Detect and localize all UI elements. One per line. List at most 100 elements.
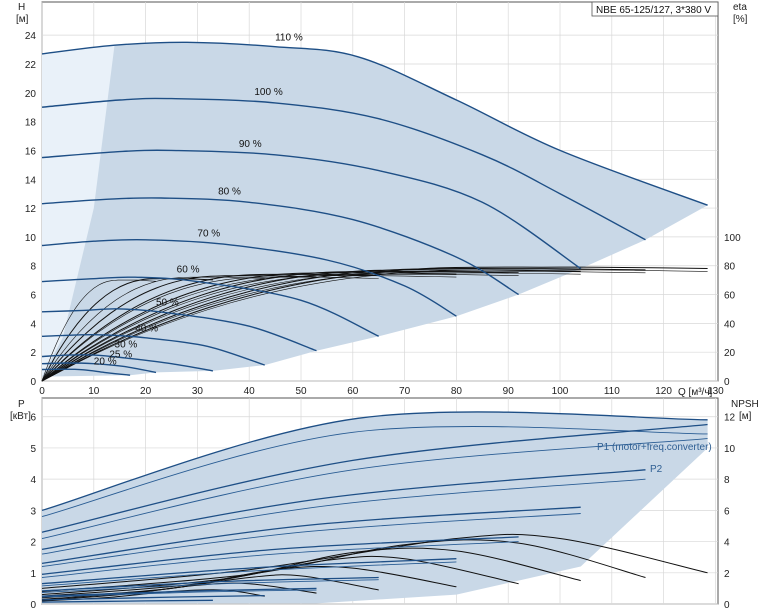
bottom-y-right-tick-label: 8 (724, 475, 730, 486)
p1-curve (41, 599, 213, 603)
y-left-tick-label: 2 (30, 348, 36, 359)
y-right-tick-label: 40 (724, 319, 736, 330)
efficiency-curves (41, 266, 708, 382)
head-curve-label: 30 % (115, 339, 138, 350)
y-right-tick-label: 100 (724, 233, 741, 244)
head-curve-label: 70 % (197, 228, 220, 239)
head-curve (41, 308, 317, 352)
y-left-tick-label: 20 (25, 89, 37, 100)
p1-curve (41, 506, 581, 565)
y-right-tick-label: 20 (724, 348, 736, 359)
head-curves (41, 41, 708, 376)
p1-curves (41, 411, 708, 603)
y-left-tick-label: 18 (25, 118, 37, 129)
bottom-y-left-tick-label: 4 (30, 475, 36, 486)
x-axis-label: Q [м³/ч] (678, 387, 713, 398)
y-left-tick-label: 22 (25, 60, 37, 71)
p1-curve (41, 594, 265, 601)
light-region-fill (42, 45, 115, 377)
p2-curve (41, 438, 708, 539)
bottom-y-left-tick-label: 6 (30, 413, 36, 424)
efficiency-curve (41, 272, 581, 382)
head-curve-label: 90 % (239, 139, 262, 150)
efficiency-curve (41, 268, 646, 382)
x-tick-label: 120 (655, 386, 672, 397)
efficiency-curve (41, 270, 519, 382)
x-tick-label: 40 (244, 386, 256, 397)
x-tick-label: 0 (39, 386, 45, 397)
bottom-y-left-unit: [кВт] (10, 411, 31, 422)
bottom-y-left-tick-label: 2 (30, 538, 36, 549)
p2-curve (41, 579, 379, 593)
efficiency-curve (41, 278, 213, 382)
bottom-y-right-tick-label: 0 (724, 600, 730, 611)
head-curve-label: 80 % (218, 187, 241, 198)
p1-curve (41, 469, 646, 551)
p1-curve (41, 423, 708, 533)
x-tick-label: 80 (451, 386, 463, 397)
efficiency-curve (41, 276, 265, 382)
head-curve (41, 149, 582, 270)
bottom-y-right-tick-label: 4 (724, 538, 730, 549)
x-tick-label: 50 (295, 386, 307, 397)
x-tick-label: 60 (347, 386, 359, 397)
efficiency-curve (41, 275, 457, 382)
y-left-tick-label: 16 (25, 146, 37, 157)
efficiency-curve (41, 275, 317, 382)
y-left-tick-label: 12 (25, 204, 37, 215)
bottom-y-left-tick-label: 5 (30, 444, 36, 455)
x-tick-label: 110 (604, 386, 620, 397)
bottom-y-right-unit: [м] (739, 411, 752, 422)
efficiency-curve (41, 276, 379, 382)
head-curve (41, 354, 214, 372)
x-tick-label: 70 (399, 386, 411, 397)
bottom-y-right-tick-label: 6 (724, 506, 730, 517)
p2-curve (41, 589, 317, 598)
bottom-y-left-tick-label: 3 (30, 506, 36, 517)
p1-curve (41, 536, 519, 575)
head-curve (41, 97, 646, 241)
npsh-curve (41, 539, 646, 592)
bottom-y-right-tick-label: 12 (724, 413, 736, 424)
p1-curve (41, 558, 457, 585)
head-curve (41, 41, 708, 206)
p1-curve (41, 587, 317, 597)
y-right-tick-label: 60 (724, 291, 736, 302)
bottom-y-left-tick-label: 0 (30, 600, 36, 611)
head-curve-labels: 110 % 100 % 90 % 80 % 70 % 60 % 50 % 40 % 30 %25… (94, 32, 303, 367)
x-tick-label: 130 (707, 386, 724, 397)
npsh-curve (41, 555, 519, 597)
x-tick-label: 90 (503, 386, 515, 397)
p2-curve (41, 541, 519, 578)
head-curve-label: 20 % (94, 357, 117, 368)
p2-curve (41, 478, 646, 555)
bottom-y-right-tick-label: 2 (724, 569, 730, 580)
x-tick-label: 10 (88, 386, 100, 397)
y-right-unit: [%] (733, 14, 748, 25)
head-curve-label: 100 % (254, 87, 282, 98)
head-curve (41, 362, 157, 374)
efficiency-curve (41, 269, 581, 382)
y-left-tick-label: 8 (30, 262, 36, 273)
y-right-tick-label: 80 (724, 262, 736, 273)
head-curve (41, 333, 265, 366)
bottom-y-left-tick-label: 1 (30, 569, 36, 580)
y-left-tick-label: 6 (30, 291, 36, 302)
top-tick-labels: 0 10 20 30 40 50 60 70 80 90 100 110 120 130024681012… (25, 31, 741, 397)
head-curve (41, 197, 519, 296)
y-left-tick-label: 4 (30, 319, 36, 330)
efficiency-curve (41, 279, 157, 382)
p1-curve (41, 411, 708, 512)
head-curve-label: 25 % (109, 349, 132, 360)
title-box (591, 1, 719, 17)
chart-title: NBE 65-125/127, 3*380 V (596, 5, 711, 16)
p1-curve (41, 576, 379, 592)
p2-curve (41, 426, 708, 518)
bottom-y-left-label: P (18, 399, 25, 410)
y-left-unit: [м] (16, 14, 29, 25)
x-tick-label: 100 (552, 386, 569, 397)
head-curve-label: 40 % (135, 323, 158, 334)
head-curve (41, 238, 457, 317)
